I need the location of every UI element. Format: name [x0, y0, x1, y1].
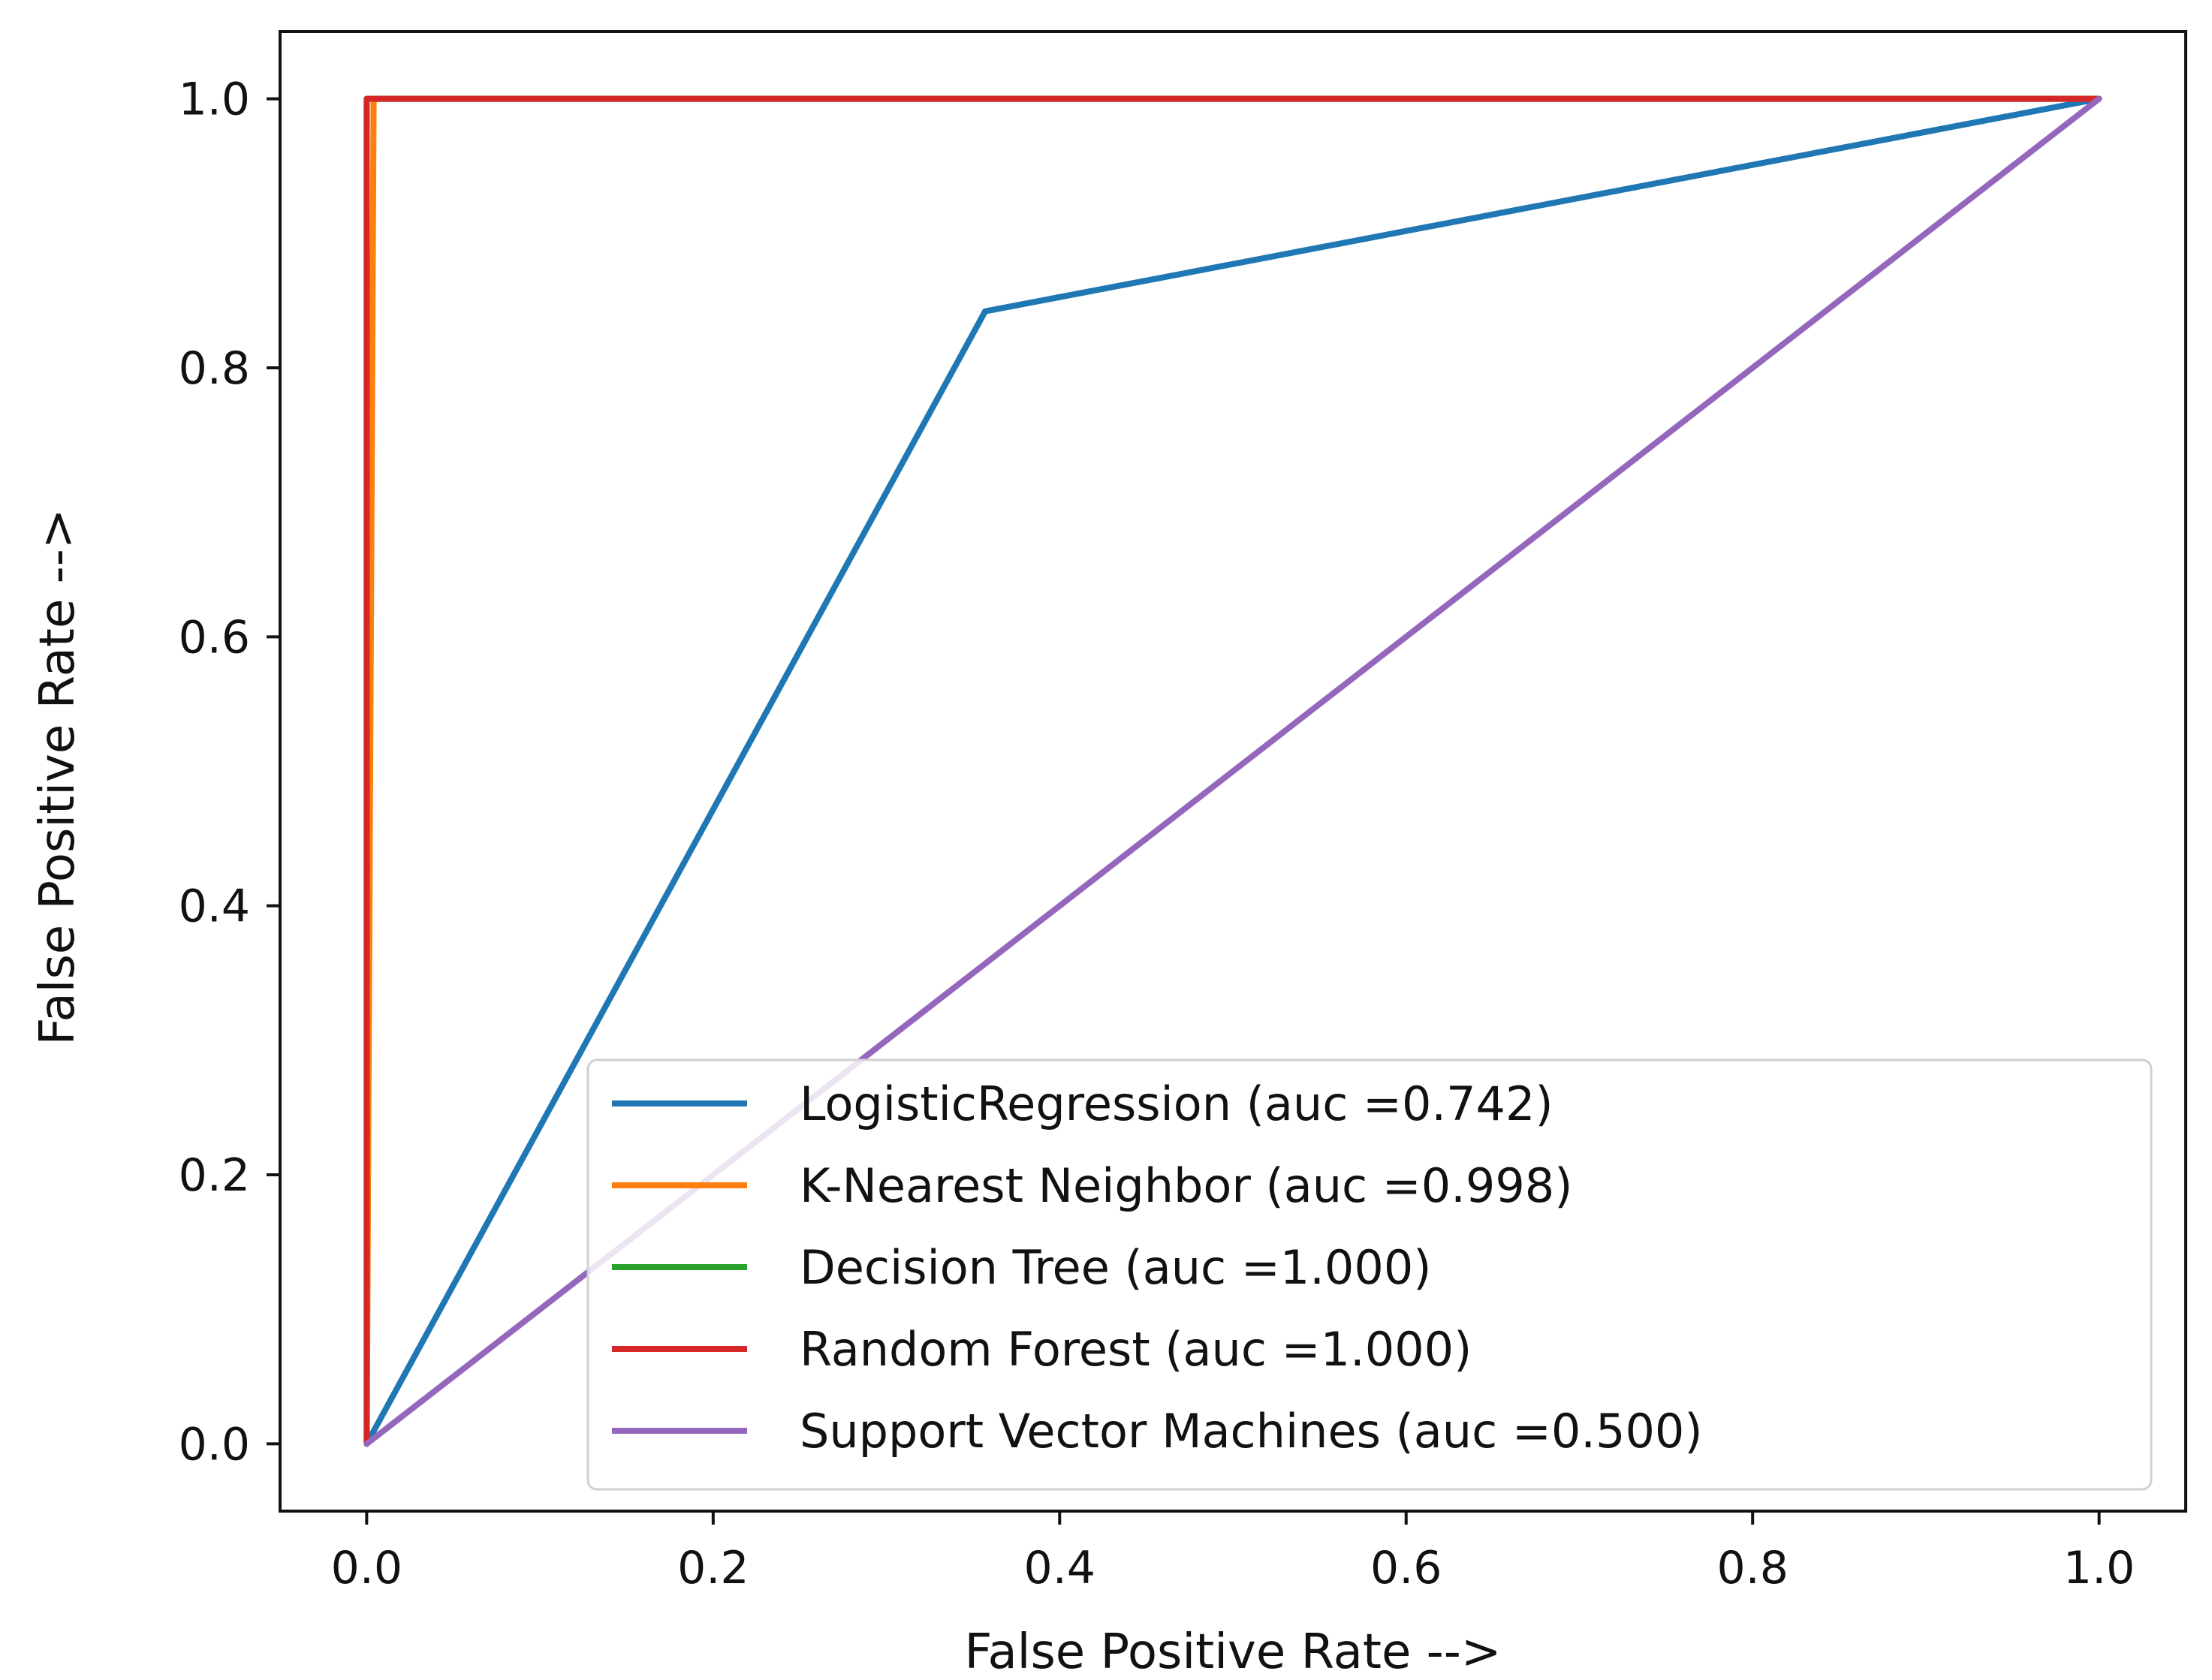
- legend-label-4: Random Forest (auc =1.000): [800, 1322, 1472, 1377]
- x-axis: 0.0 0.2 0.4 0.6 0.8 1.0: [331, 1511, 2135, 1594]
- plot-frame: [279, 30, 2187, 1513]
- y-tick-label: 0.0: [179, 1418, 250, 1471]
- x-tick-label: 0.4: [1024, 1542, 1095, 1594]
- series-line-4: [363, 95, 2102, 1447]
- series-line-1: [363, 95, 2102, 1447]
- y-tick-label: 1.0: [179, 74, 250, 126]
- x-tick-label: 0.8: [1716, 1542, 1788, 1594]
- x-tick-label: 0.6: [1370, 1542, 1442, 1594]
- x-tick-label: 1.0: [2063, 1542, 2135, 1594]
- legend-label-5: Support Vector Machines (auc =0.500): [800, 1404, 1703, 1459]
- legend-label-3: Decision Tree (auc =1.000): [800, 1240, 1431, 1295]
- legend-box: [586, 1058, 2153, 1491]
- legend-label-1: LogisticRegression (auc =0.742): [800, 1076, 1554, 1131]
- y-tick-label: 0.4: [179, 881, 250, 933]
- y-tick-label: 0.2: [179, 1149, 250, 1202]
- y-axis-label: False Positive Rate -->: [30, 509, 86, 1046]
- x-axis-label: False Positive Rate -->: [965, 1624, 1502, 1680]
- y-axis: 0.0 0.2 0.4 0.6 0.8 1.0: [179, 74, 280, 1471]
- legend-entries: LogisticRegression (auc =0.742) K-Nearest…: [612, 1076, 1703, 1459]
- legend-label-2: K-Nearest Neighbor (auc =0.998): [800, 1158, 1572, 1213]
- legend: LogisticRegression (auc =0.742) K-Nearest…: [586, 1058, 2153, 1491]
- series-layer: [363, 95, 2102, 1447]
- y-tick-label: 0.6: [179, 611, 250, 664]
- x-tick-label: 0.2: [677, 1542, 749, 1594]
- y-tick-label: 0.8: [179, 342, 250, 395]
- x-tick-label: 0.0: [331, 1542, 402, 1594]
